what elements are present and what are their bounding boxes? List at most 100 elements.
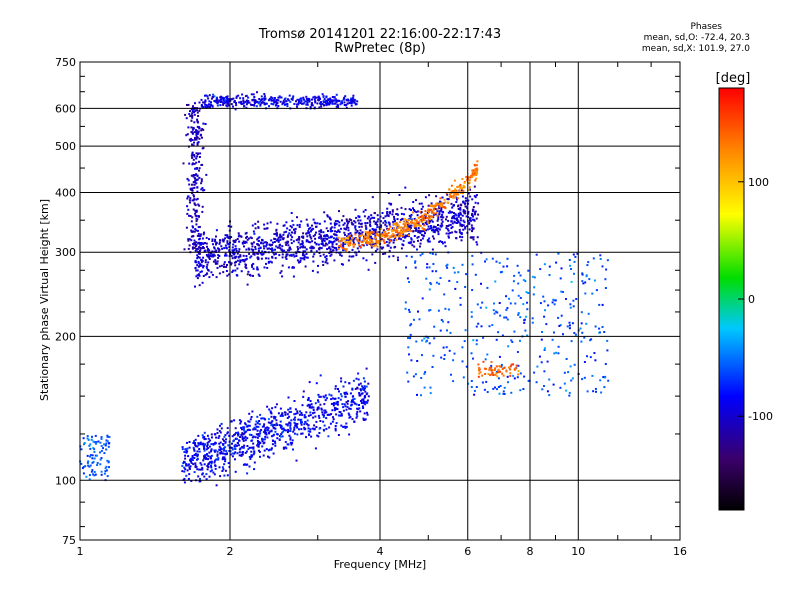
data-point — [459, 303, 462, 306]
data-point — [409, 217, 412, 220]
data-point — [263, 223, 266, 226]
y-tick-label: 400 — [55, 186, 76, 199]
data-point — [334, 408, 337, 411]
data-point — [354, 228, 357, 231]
data-point — [206, 441, 209, 444]
data-point — [461, 360, 464, 363]
data-point — [429, 218, 431, 221]
data-point — [533, 286, 536, 289]
data-point — [334, 427, 337, 430]
data-point — [381, 247, 384, 250]
data-point — [208, 451, 211, 454]
data-point — [398, 221, 401, 224]
data-point — [317, 414, 320, 417]
data-point — [377, 240, 380, 242]
data-point — [343, 227, 346, 230]
data-point — [352, 240, 355, 242]
data-point — [409, 225, 412, 227]
data-point — [412, 230, 415, 233]
data-point — [232, 97, 235, 100]
data-point — [234, 264, 237, 267]
data-point — [473, 172, 476, 175]
data-point — [317, 264, 319, 267]
data-point — [357, 219, 360, 222]
data-point — [316, 408, 319, 411]
data-point — [581, 331, 584, 334]
data-point — [302, 235, 305, 238]
data-point — [192, 174, 195, 176]
data-point — [259, 413, 262, 416]
data-point — [245, 267, 248, 270]
data-point — [329, 230, 332, 233]
data-point — [570, 379, 573, 382]
data-point — [233, 253, 235, 256]
data-point — [604, 363, 607, 365]
data-point — [314, 402, 317, 405]
data-point — [287, 234, 290, 237]
data-point — [226, 240, 229, 243]
data-point — [393, 215, 395, 218]
data-point — [332, 418, 335, 421]
data-point — [604, 376, 607, 379]
data-point — [184, 468, 187, 471]
data-point — [186, 104, 188, 106]
data-point — [346, 235, 348, 238]
data-point — [194, 181, 196, 183]
data-point — [196, 264, 199, 267]
data-point — [252, 442, 255, 445]
data-point — [428, 266, 431, 269]
data-point — [347, 241, 350, 244]
data-point — [565, 389, 568, 392]
data-point — [297, 103, 300, 106]
data-point — [435, 195, 438, 198]
y-tick-label: 75 — [62, 534, 76, 547]
data-point — [439, 224, 442, 227]
data-point — [358, 216, 361, 219]
data-point — [183, 451, 186, 453]
data-point — [195, 152, 198, 155]
data-point — [284, 441, 287, 443]
data-point — [463, 211, 466, 214]
data-point — [432, 230, 435, 233]
data-point — [494, 373, 497, 376]
data-point — [251, 410, 254, 413]
data-point — [331, 243, 334, 246]
data-point — [457, 193, 460, 196]
data-point — [434, 226, 437, 228]
data-point — [202, 265, 205, 267]
data-point — [190, 239, 193, 242]
data-point — [447, 229, 450, 232]
data-point — [343, 222, 346, 225]
data-point — [427, 225, 430, 228]
data-point — [513, 377, 516, 380]
data-point — [253, 96, 256, 98]
data-point — [543, 385, 545, 387]
data-point — [181, 446, 184, 449]
data-point — [436, 229, 439, 232]
data-point — [193, 448, 196, 451]
data-point — [344, 241, 347, 244]
data-point — [461, 178, 464, 180]
data-point — [235, 250, 238, 252]
data-point — [376, 248, 379, 251]
data-point — [329, 248, 332, 251]
data-point — [235, 104, 238, 107]
data-point — [277, 99, 280, 102]
data-point — [239, 422, 242, 425]
data-point — [367, 215, 370, 218]
data-point — [236, 452, 239, 455]
data-point — [219, 104, 222, 107]
data-point — [490, 361, 493, 363]
data-point — [210, 449, 213, 452]
data-point — [364, 222, 367, 225]
data-point — [410, 323, 413, 326]
data-point — [283, 249, 286, 252]
data-point — [479, 371, 482, 374]
data-point — [320, 407, 323, 410]
data-point — [366, 231, 369, 234]
data-point — [366, 243, 369, 246]
data-point — [463, 221, 466, 224]
data-point — [207, 268, 209, 271]
data-point — [567, 371, 570, 374]
data-point — [366, 242, 369, 245]
